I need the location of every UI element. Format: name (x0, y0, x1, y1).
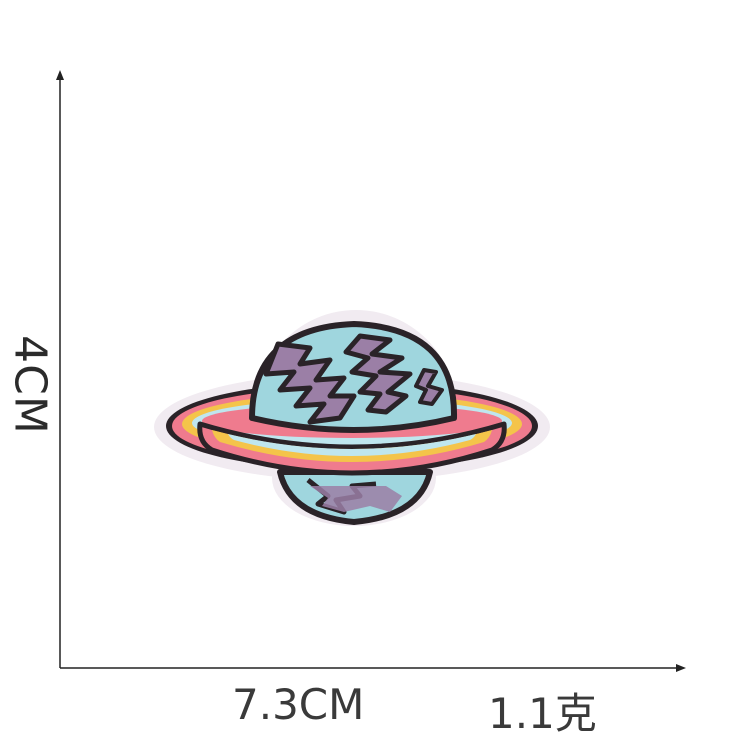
planet-patch-image (154, 310, 550, 526)
planet-upper-half (249, 321, 458, 433)
weight-label: 1.1克 (488, 689, 597, 738)
horizontal-axis-arrow-icon (676, 664, 686, 672)
planet-ring-front (197, 421, 507, 476)
vertical-axis-arrow-icon (56, 70, 64, 80)
height-dimension-label: 4CM (4, 335, 56, 435)
width-dimension-label: 7.3CM (232, 680, 365, 729)
planet-lower-half (277, 469, 433, 525)
